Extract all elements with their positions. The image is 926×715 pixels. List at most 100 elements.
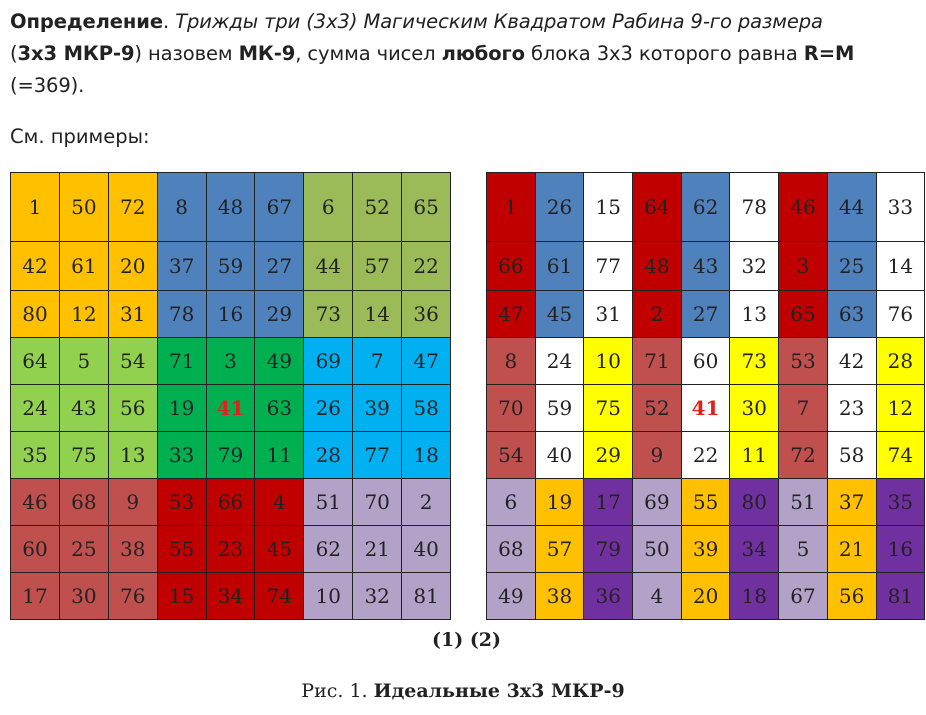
square1-cell: 78 xyxy=(156,290,207,338)
square1-cell: 56 xyxy=(107,384,158,432)
square1-cell: 72 xyxy=(107,172,158,242)
square2-cell: 4 xyxy=(632,572,682,620)
square2-cell: 55 xyxy=(680,478,731,526)
square2-cell: 50 xyxy=(632,525,682,573)
square1-cell: 32 xyxy=(352,572,403,620)
square2-cell: 25 xyxy=(826,241,877,291)
square1-cell: 24 xyxy=(10,384,60,432)
square2-cell: 6 xyxy=(486,478,536,526)
square2-cell: 24 xyxy=(534,337,585,385)
square2-cell: 61 xyxy=(534,241,585,291)
square2-cell: 33 xyxy=(875,172,926,242)
square2-cell: 36 xyxy=(583,572,634,620)
square1-cell: 41 xyxy=(205,384,256,432)
square2-cell: 64 xyxy=(632,172,682,242)
definition-label: Определение xyxy=(10,10,163,33)
square2-cell: 74 xyxy=(875,431,926,479)
square1-cell: 79 xyxy=(205,431,256,479)
square2-cell: 53 xyxy=(778,337,828,385)
square2-cell: 46 xyxy=(778,172,828,242)
square1-cell: 69 xyxy=(303,337,354,385)
rm-formula: R=M xyxy=(803,42,855,65)
caption-prefix: Рис. 1. xyxy=(301,680,374,702)
square2-cell: 73 xyxy=(729,337,780,385)
square2-cell: 11 xyxy=(729,431,780,479)
paren-open: ( xyxy=(10,42,18,65)
square1-cell: 28 xyxy=(303,431,354,479)
square2-cell: 60 xyxy=(680,337,731,385)
square2-row: 1 26 15 64 62 78 46 44 33 xyxy=(486,172,926,242)
square1-cell: 44 xyxy=(303,241,354,291)
square1-cell: 2 xyxy=(401,478,452,526)
square1-row: 42 61 20 37 59 27 44 57 22 xyxy=(10,241,452,291)
square1-cell: 4 xyxy=(254,478,305,526)
square1-cell: 74 xyxy=(254,572,305,620)
square1-cell: 29 xyxy=(254,290,305,338)
square1-cell: 60 xyxy=(10,525,60,573)
abbr-mk: МК-9 xyxy=(238,42,296,65)
square2-row: 68 57 79 50 39 34 5 21 16 xyxy=(486,525,926,573)
square1-cell: 57 xyxy=(352,241,403,291)
square2-cell: 3 xyxy=(778,241,828,291)
figure-labels: (1) (2) xyxy=(432,629,502,651)
square2-cell: 44 xyxy=(826,172,877,242)
square1-cell: 9 xyxy=(107,478,158,526)
square1-cell: 80 xyxy=(10,290,60,338)
square2-row: 8 24 10 71 60 73 53 42 28 xyxy=(486,337,926,385)
square1-cell: 18 xyxy=(401,431,452,479)
square2-row: 70 59 75 52 41 30 7 23 12 xyxy=(486,384,926,432)
square2-cell: 27 xyxy=(680,290,731,338)
square1-cell: 59 xyxy=(205,241,256,291)
square1-cell: 34 xyxy=(205,572,256,620)
square2-cell: 68 xyxy=(486,525,536,573)
square2-cell: 7 xyxy=(778,384,828,432)
square2-cell: 1 xyxy=(486,172,536,242)
square1-cell: 23 xyxy=(205,525,256,573)
definition-text-1: ) назовем xyxy=(134,42,239,65)
square2-cell: 38 xyxy=(534,572,585,620)
square1-cell: 46 xyxy=(10,478,60,526)
square2-cell: 42 xyxy=(826,337,877,385)
square1-cell: 53 xyxy=(156,478,207,526)
square1-cell: 50 xyxy=(58,172,109,242)
square2-cell: 28 xyxy=(875,337,926,385)
square2-cell: 29 xyxy=(583,431,634,479)
square1-row: 64 5 54 71 3 49 69 7 47 xyxy=(10,337,452,385)
square2-cell: 62 xyxy=(680,172,731,242)
square2-cell: 71 xyxy=(632,337,682,385)
square2-cell: 34 xyxy=(729,525,780,573)
square2-cell: 78 xyxy=(729,172,780,242)
square2-cell: 54 xyxy=(486,431,536,479)
square1-cell: 3 xyxy=(205,337,256,385)
square2-cell: 79 xyxy=(583,525,634,573)
square2-cell: 17 xyxy=(583,478,634,526)
square1-cell: 52 xyxy=(352,172,403,242)
square1-cell: 68 xyxy=(58,478,109,526)
square1-cell: 67 xyxy=(254,172,305,242)
square1-cell: 75 xyxy=(58,431,109,479)
caption-title: Идеальные 3x3 МКР-9 xyxy=(373,680,625,702)
square2-cell: 37 xyxy=(826,478,877,526)
square1-cell: 17 xyxy=(10,572,60,620)
square2-cell: 19 xyxy=(534,478,585,526)
square1-cell: 26 xyxy=(303,384,354,432)
definition-text-2: , сумма чисел xyxy=(295,42,442,65)
definition-text-4: (=369). xyxy=(10,74,85,97)
square2-cell: 41 xyxy=(680,384,731,432)
square2-cell: 72 xyxy=(778,431,828,479)
square2-row: 6 19 17 69 55 80 51 37 35 xyxy=(486,478,926,526)
square1-cell: 1 xyxy=(10,172,60,242)
square1-cell: 43 xyxy=(58,384,109,432)
square2-cell: 5 xyxy=(778,525,828,573)
square1-cell: 62 xyxy=(303,525,354,573)
square1-cell: 20 xyxy=(107,241,158,291)
square2-cell: 63 xyxy=(826,290,877,338)
square1-cell: 54 xyxy=(107,337,158,385)
square2-cell: 57 xyxy=(534,525,585,573)
square1-cell: 51 xyxy=(303,478,354,526)
square2-cell: 43 xyxy=(680,241,731,291)
square2-cell: 40 xyxy=(534,431,585,479)
square1-cell: 10 xyxy=(303,572,354,620)
square1-cell: 11 xyxy=(254,431,305,479)
square2-cell: 26 xyxy=(534,172,585,242)
